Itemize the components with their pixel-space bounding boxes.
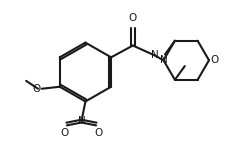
Text: O: O [210, 55, 218, 65]
Text: N: N [77, 116, 85, 126]
Text: O: O [33, 84, 41, 94]
Text: O: O [129, 13, 137, 23]
Text: O: O [61, 128, 69, 138]
Text: N: N [151, 50, 158, 60]
Text: N: N [160, 55, 167, 65]
Text: O: O [94, 128, 102, 138]
